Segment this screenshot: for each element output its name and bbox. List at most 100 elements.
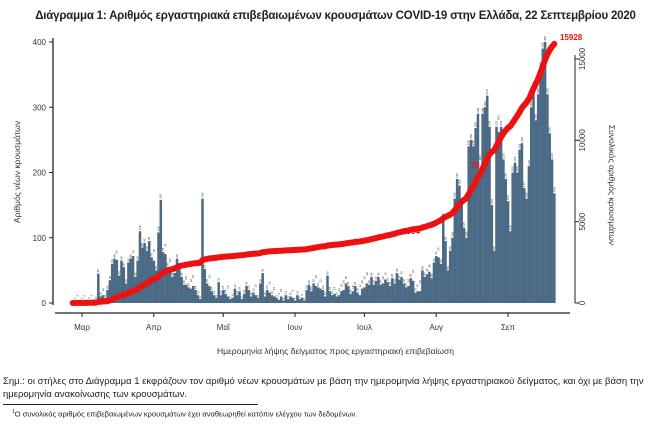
bar [289,296,292,303]
bar-label: 75 [163,243,167,247]
bar [217,282,220,303]
bar-label: 40 [170,272,174,276]
bar [541,48,545,304]
bar [129,258,132,303]
bar-label: 30 [365,272,369,276]
bar-label: 1 [71,299,75,301]
bar [465,237,468,303]
bar-label: 6 [198,296,202,298]
bar [495,126,498,303]
bar-label: 160 [524,192,528,197]
bar-label: 4 [302,297,306,299]
bar [275,297,278,303]
bar [256,297,260,303]
bar-label: 18 [309,287,313,291]
bar [423,276,426,303]
bar [143,242,146,303]
bar-label: 55 [177,262,181,266]
bar [407,286,410,303]
bar [458,185,461,303]
bar-label: 14 [242,289,246,293]
bar-label: 180 [457,179,461,184]
bar [198,299,202,303]
bar [108,280,112,303]
bar [122,267,126,303]
bar [261,272,264,303]
bar-label: 1 [85,299,89,301]
bar-label: 158 [159,194,163,199]
bar-label: 2 [92,299,96,301]
bar [513,162,517,303]
bar [453,198,457,303]
bar-label: 92 [143,238,147,242]
bar-label: 10 [279,288,283,292]
bar [196,295,200,303]
bar-label: 60 [110,259,114,263]
bar [534,120,538,303]
bar [384,279,387,303]
bar-label: 110 [508,225,512,230]
bar [316,287,320,303]
bar [222,289,225,303]
bar [157,232,160,303]
bar [233,288,237,303]
bar-label: 245 [520,137,524,142]
bar [296,295,299,303]
bar-label: 156 [506,195,510,200]
x-tick-label: Απρ [146,323,162,332]
bar [173,272,176,303]
bar [520,143,524,303]
bar [546,94,549,303]
bar-label: 52 [203,264,207,268]
bar-label: 20 [247,285,251,289]
bar-label: 16 [413,288,417,292]
chart-title: Διάγραμμα 1: Αριθμός εργαστηριακά επιβεβ… [35,10,636,22]
bar [347,286,350,303]
bar [360,288,364,303]
bar-label: 215 [513,156,517,161]
bar [391,278,394,303]
bar-label: 42 [325,271,329,275]
bar-label: 26 [314,275,318,279]
bar-label: 26 [244,281,248,285]
bar-label: 48 [427,264,431,268]
bar [314,286,318,303]
bar [247,289,251,303]
bar [462,227,466,303]
bar [499,126,503,303]
y2-tick-label: 0 [578,300,587,305]
bar-label: 10 [288,292,292,296]
bar-label: 320 [536,88,540,93]
cumulative-line [69,40,558,306]
footnote-text: Ο συνολικός αριθμός επιβεβαιωμένων κρουσ… [14,409,358,419]
y-tick-label: 300 [33,103,47,112]
bar [342,289,345,303]
bar-label: 46 [395,268,399,272]
bar [439,263,443,303]
bar [409,278,413,303]
bar-label: 12 [284,291,288,295]
bar [340,291,343,303]
bar [411,280,415,303]
bar-label: 50 [154,266,158,270]
bar-label: 30 [381,276,385,280]
bar-label: 1 [73,297,77,299]
bar-label: 22 [189,279,193,283]
bar [282,300,285,303]
bar-label: 40 [369,272,373,276]
bar [337,295,341,303]
bar-label: 30 [344,276,348,280]
bar [354,286,357,303]
bar [330,295,334,303]
bar [242,293,246,303]
bar [421,270,424,303]
bar-label: 200 [478,155,482,160]
bar-label: 18 [351,285,355,289]
bar-label: 10 [249,292,253,296]
bar-label: 44 [425,268,429,272]
bar [120,260,123,303]
bar-label: 38 [390,274,394,278]
footnote: 1Ο συνολικός αριθμός επιβεβαιωμένων κρου… [12,409,357,419]
bar [303,300,306,303]
bar-label: 16 [251,288,255,292]
